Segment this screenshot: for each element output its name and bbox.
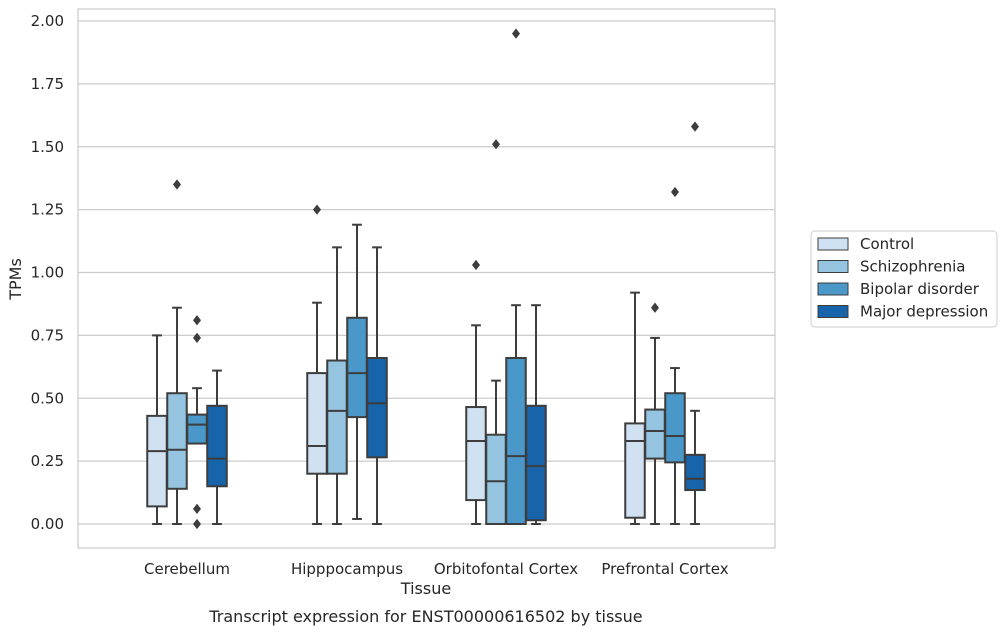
- box-control-1: [307, 205, 327, 524]
- outlier-point: [672, 188, 679, 197]
- box-body: [187, 415, 207, 444]
- y-tick-label: 2.00: [31, 12, 64, 30]
- outlier-point: [493, 140, 500, 149]
- box-bipolar-disorder-1: [347, 225, 367, 519]
- x-axis-label: Tissue: [400, 579, 451, 598]
- y-tick-label: 1.50: [31, 138, 64, 156]
- outlier-point: [652, 303, 659, 312]
- legend-swatch: [818, 261, 848, 273]
- y-axis-ticks: 0.00 0.25 0.50 0.75 1.00 1.25 1.50 1.75 2.00: [31, 12, 64, 533]
- legend-swatch: [818, 306, 848, 318]
- box-body: [526, 406, 546, 520]
- box-body: [307, 373, 327, 474]
- legend-swatch: [818, 238, 848, 250]
- y-tick-label: 1.00: [31, 264, 64, 282]
- box-schizophrenia-3: [645, 303, 665, 524]
- outlier-point: [194, 504, 201, 513]
- y-tick-label: 0.50: [31, 389, 64, 407]
- box-plot-chart: 0.00 0.25 0.50 0.75 1.00 1.25 1.50 1.75 2.00 Cer…: [0, 0, 1007, 634]
- box-body: [506, 358, 526, 524]
- y-tick-label: 1.75: [31, 75, 64, 93]
- box-major-depression-1: [367, 247, 387, 524]
- outlier-point: [194, 520, 201, 529]
- box-control-0: [147, 335, 167, 524]
- y-tick-label: 0.00: [31, 515, 64, 533]
- y-tick-label: 0.75: [31, 326, 64, 344]
- outlier-point: [174, 180, 181, 189]
- box-body: [207, 406, 227, 486]
- box-major-depression-3: [685, 122, 705, 524]
- box-bipolar-disorder-0: [187, 316, 207, 529]
- box-body: [147, 416, 167, 507]
- y-axis-label: TPMs: [6, 258, 25, 301]
- legend-label: Control: [860, 235, 914, 253]
- box-body: [685, 455, 705, 490]
- box-bipolar-disorder-2: [506, 29, 526, 524]
- outlier-point: [194, 316, 201, 325]
- x-tick-label: Cerebellum: [144, 560, 230, 578]
- legend: Control Schizophrenia Bipolar disorder Majo…: [811, 231, 997, 327]
- outlier-point: [194, 333, 201, 342]
- box-body: [486, 435, 506, 524]
- y-tick-label: 1.25: [31, 201, 64, 219]
- box-body: [625, 423, 645, 517]
- box-major-depression-0: [207, 371, 227, 524]
- outlier-point: [473, 260, 480, 269]
- box-control-3: [625, 293, 645, 524]
- legend-label: Bipolar disorder: [860, 280, 980, 298]
- plot-area: [147, 29, 705, 528]
- legend-label: Major depression: [860, 303, 988, 321]
- box-body: [645, 410, 665, 459]
- x-tick-label: Hipppocampus: [291, 560, 403, 578]
- x-tick-label: Orbitofontal Cortex: [434, 560, 578, 578]
- box-body: [466, 407, 486, 500]
- box-schizophrenia-0: [167, 180, 187, 524]
- x-tick-label: Prefrontal Cortex: [601, 560, 728, 578]
- box-bipolar-disorder-3: [665, 188, 685, 524]
- outlier-point: [314, 205, 321, 214]
- chart-caption: Transcript expression for ENST0000061650…: [208, 607, 642, 626]
- box-schizophrenia-1: [327, 247, 347, 524]
- outlier-point: [513, 29, 520, 38]
- legend-label: Schizophrenia: [860, 258, 965, 276]
- outlier-point: [692, 122, 699, 131]
- box-body: [665, 393, 685, 462]
- box-body: [327, 361, 347, 474]
- box-schizophrenia-2: [486, 140, 506, 524]
- y-tick-label: 0.25: [31, 452, 64, 470]
- box-major-depression-2: [526, 305, 546, 524]
- box-body: [167, 393, 187, 489]
- x-axis-ticks: Cerebellum Hipppocampus Orbitofontal Corte…: [144, 560, 729, 578]
- box-control-2: [466, 260, 486, 524]
- box-body: [367, 358, 387, 457]
- box-body: [347, 318, 367, 417]
- legend-swatch: [818, 283, 848, 295]
